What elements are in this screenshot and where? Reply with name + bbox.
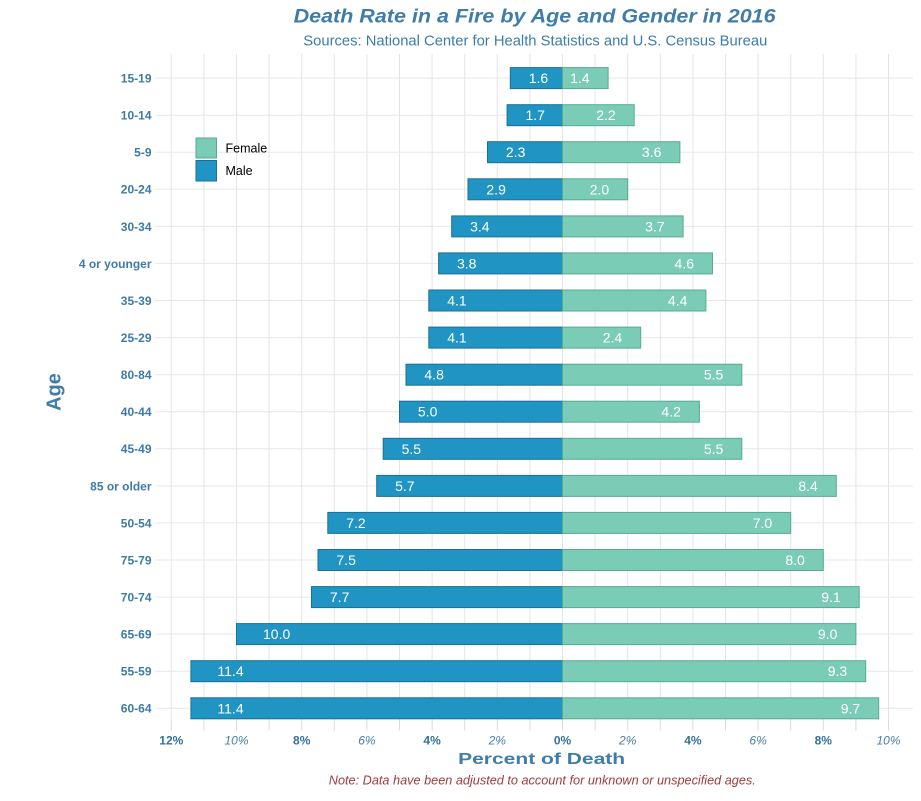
svg-text:4.6: 4.6 bbox=[675, 255, 695, 271]
svg-text:4.8: 4.8 bbox=[424, 367, 444, 383]
svg-text:1.4: 1.4 bbox=[570, 70, 590, 86]
svg-text:5.5: 5.5 bbox=[402, 441, 422, 457]
svg-text:11.4: 11.4 bbox=[217, 663, 243, 679]
svg-text:5.5: 5.5 bbox=[704, 367, 724, 383]
svg-text:3.8: 3.8 bbox=[457, 255, 477, 271]
svg-text:8.4: 8.4 bbox=[798, 478, 818, 494]
svg-text:Sources: National Center for H: Sources: National Center for Health Stat… bbox=[303, 33, 767, 49]
svg-text:60-64: 60-64 bbox=[121, 702, 152, 716]
svg-text:45-49: 45-49 bbox=[121, 442, 152, 456]
svg-text:25-29: 25-29 bbox=[121, 331, 152, 345]
svg-text:5.0: 5.0 bbox=[418, 404, 438, 420]
svg-text:10-14: 10-14 bbox=[121, 109, 152, 123]
svg-text:5.5: 5.5 bbox=[704, 441, 724, 457]
svg-text:75-79: 75-79 bbox=[121, 553, 152, 567]
svg-text:7.7: 7.7 bbox=[330, 589, 350, 605]
svg-text:80-84: 80-84 bbox=[121, 368, 152, 382]
svg-text:2.3: 2.3 bbox=[506, 144, 526, 160]
svg-text:35-39: 35-39 bbox=[121, 294, 152, 308]
svg-text:2%: 2% bbox=[618, 734, 637, 748]
svg-text:Male: Male bbox=[226, 164, 253, 178]
svg-text:2.4: 2.4 bbox=[603, 330, 623, 346]
svg-text:5-9: 5-9 bbox=[134, 146, 152, 160]
svg-text:0%: 0% bbox=[554, 734, 572, 748]
svg-text:55-59: 55-59 bbox=[121, 665, 152, 679]
svg-text:8.0: 8.0 bbox=[785, 552, 805, 568]
svg-text:50-54: 50-54 bbox=[121, 516, 152, 530]
svg-text:85 or older: 85 or older bbox=[90, 479, 152, 493]
svg-text:1.6: 1.6 bbox=[529, 70, 549, 86]
svg-text:3.7: 3.7 bbox=[645, 218, 665, 234]
svg-text:9.0: 9.0 bbox=[818, 626, 838, 642]
svg-text:Death Rate in a Fire by Age an: Death Rate in a Fire by Age and Gender i… bbox=[294, 6, 776, 27]
svg-text:4.2: 4.2 bbox=[661, 404, 681, 420]
svg-text:2%: 2% bbox=[488, 734, 507, 748]
svg-text:7.5: 7.5 bbox=[336, 552, 356, 568]
svg-text:2.0: 2.0 bbox=[590, 181, 610, 197]
svg-text:11.4: 11.4 bbox=[217, 700, 243, 716]
svg-text:5.7: 5.7 bbox=[395, 478, 415, 494]
svg-text:4.1: 4.1 bbox=[447, 330, 467, 346]
svg-text:65-69: 65-69 bbox=[121, 628, 152, 642]
svg-text:Percent of Death: Percent of Death bbox=[458, 751, 625, 768]
svg-text:20-24: 20-24 bbox=[121, 183, 152, 197]
svg-text:8%: 8% bbox=[815, 734, 833, 748]
svg-text:40-44: 40-44 bbox=[121, 405, 152, 419]
svg-text:4.4: 4.4 bbox=[668, 293, 688, 309]
svg-text:70-74: 70-74 bbox=[121, 591, 152, 605]
svg-text:Female: Female bbox=[226, 142, 268, 156]
svg-text:4%: 4% bbox=[423, 734, 441, 748]
svg-text:6%: 6% bbox=[358, 734, 376, 748]
svg-text:10%: 10% bbox=[224, 734, 248, 748]
svg-text:10.0: 10.0 bbox=[263, 626, 290, 642]
svg-text:15-19: 15-19 bbox=[121, 72, 152, 86]
svg-text:10%: 10% bbox=[876, 734, 900, 748]
svg-text:9.7: 9.7 bbox=[841, 700, 861, 716]
svg-text:4.1: 4.1 bbox=[447, 293, 467, 309]
svg-text:2.9: 2.9 bbox=[486, 181, 506, 197]
svg-text:1.7: 1.7 bbox=[526, 107, 546, 123]
svg-text:9.1: 9.1 bbox=[821, 589, 841, 605]
svg-text:4 or younger: 4 or younger bbox=[79, 257, 152, 271]
svg-text:9.3: 9.3 bbox=[828, 663, 848, 679]
svg-text:6%: 6% bbox=[749, 734, 767, 748]
svg-text:7.2: 7.2 bbox=[346, 515, 366, 531]
svg-text:8%: 8% bbox=[293, 734, 311, 748]
svg-text:4%: 4% bbox=[684, 734, 702, 748]
svg-text:30-34: 30-34 bbox=[121, 220, 152, 234]
svg-text:Note: Data have been adjusted: Note: Data have been adjusted to account… bbox=[329, 773, 756, 788]
svg-text:3.6: 3.6 bbox=[642, 144, 662, 160]
svg-text:Age: Age bbox=[44, 373, 66, 411]
svg-text:7.0: 7.0 bbox=[753, 515, 773, 531]
svg-text:12%: 12% bbox=[159, 734, 183, 748]
svg-text:2.2: 2.2 bbox=[596, 107, 616, 123]
svg-text:3.4: 3.4 bbox=[470, 218, 490, 234]
